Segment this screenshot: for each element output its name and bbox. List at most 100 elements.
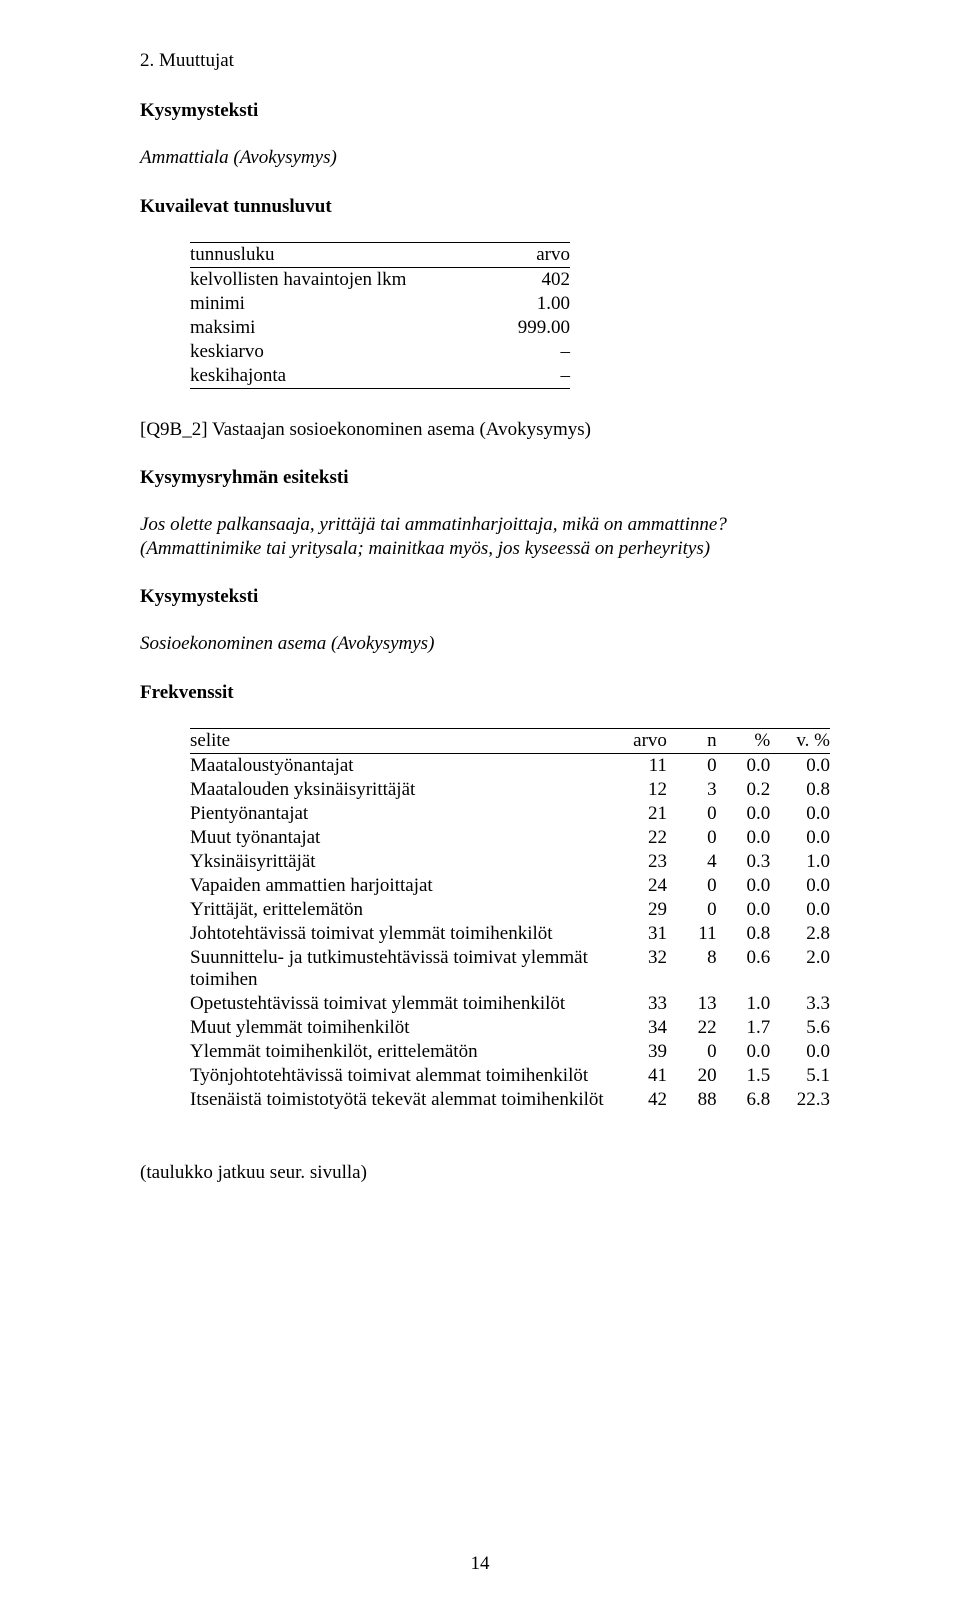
table-row: Yrittäjät, erittelemätön 29 0 0.0 0.0	[190, 898, 830, 922]
table-row: Maataloustyönantajat 11 0 0.0 0.0	[190, 754, 830, 779]
freq-vpct: 0.8	[770, 778, 830, 802]
freq-selite: Maataloustyönantajat	[190, 754, 623, 779]
freq-arvo: 33	[623, 992, 667, 1016]
freq-arvo: 41	[623, 1064, 667, 1088]
freq-n: 4	[667, 850, 717, 874]
freq-n: 0	[667, 898, 717, 922]
freq-pct: 0.0	[717, 898, 771, 922]
freq-arvo: 32	[623, 946, 667, 992]
freq-arvo: 23	[623, 850, 667, 874]
freq-n: 0	[667, 826, 717, 850]
freq-pct: 0.2	[717, 778, 771, 802]
tunnus-row-value: 402	[490, 267, 570, 292]
freq-vpct: 0.0	[770, 898, 830, 922]
table-row: Suunnittelu- ja tutkimustehtävissä toimi…	[190, 946, 830, 992]
tunnus-row-value: –	[490, 340, 570, 364]
tunnus-row-value: 999.00	[490, 316, 570, 340]
freq-pct: 1.0	[717, 992, 771, 1016]
freq-vpct: 5.6	[770, 1016, 830, 1040]
tunnus-row-label: keskiarvo	[190, 340, 490, 364]
tunnus-row-label: maksimi	[190, 316, 490, 340]
freq-vpct: 2.8	[770, 922, 830, 946]
table-row: Itsenäistä toimistotyötä tekevät alemmat…	[190, 1088, 830, 1112]
freq-arvo: 11	[623, 754, 667, 779]
freq-arvo: 42	[623, 1088, 667, 1112]
freq-vpct: 0.0	[770, 802, 830, 826]
freq-selite: Yksinäisyrittäjät	[190, 850, 623, 874]
tunnus-row-value: 1.00	[490, 292, 570, 316]
freq-n: 20	[667, 1064, 717, 1088]
freq-pct: 0.3	[717, 850, 771, 874]
freq-arvo: 34	[623, 1016, 667, 1040]
freq-selite: Itsenäistä toimistotyötä tekevät alemmat…	[190, 1088, 623, 1112]
tunnusluvut-table: tunnusluku arvo kelvollisten havaintojen…	[190, 242, 570, 389]
freq-vpct: 1.0	[770, 850, 830, 874]
freq-n: 8	[667, 946, 717, 992]
heading-kysymysryhma: Kysymysryhmän esiteksti	[140, 467, 850, 489]
freq-pct: 0.8	[717, 922, 771, 946]
kysymysteksti-2: Sosioekonominen asema (Avokysymys)	[140, 632, 850, 656]
freq-selite: Muut työnantajat	[190, 826, 623, 850]
freq-col-n: n	[667, 729, 717, 754]
question-heading: [Q9B_2] Vastaajan sosioekonominen asema …	[140, 419, 850, 441]
freq-pct: 1.5	[717, 1064, 771, 1088]
freq-arvo: 29	[623, 898, 667, 922]
subtitle-ammattiala: Ammattiala (Avokysymys)	[140, 146, 850, 170]
freq-arvo: 22	[623, 826, 667, 850]
frekvenssit-table: selite arvo n % v. % Maataloustyönantaja…	[190, 728, 830, 1112]
freq-n: 88	[667, 1088, 717, 1112]
freq-vpct: 22.3	[770, 1088, 830, 1112]
table-row: Maatalouden yksinäisyrittäjät 12 3 0.2 0…	[190, 778, 830, 802]
freq-pct: 1.7	[717, 1016, 771, 1040]
tunnus-col-arvo: arvo	[490, 242, 570, 267]
freq-pct: 0.6	[717, 946, 771, 992]
freq-n: 0	[667, 802, 717, 826]
freq-n: 13	[667, 992, 717, 1016]
page: 2. Muuttujat Kysymysteksti Ammattiala (A…	[0, 0, 960, 1601]
freq-pct: 0.0	[717, 754, 771, 779]
table-row: Opetustehtävissä toimivat ylemmät toimih…	[190, 992, 830, 1016]
freq-selite: Yrittäjät, erittelemätön	[190, 898, 623, 922]
freq-vpct: 0.0	[770, 874, 830, 898]
freq-n: 22	[667, 1016, 717, 1040]
freq-pct: 0.0	[717, 874, 771, 898]
esiteksti: Jos olette palkansaaja, yrittäjä tai amm…	[140, 513, 850, 561]
freq-col-vpct: v. %	[770, 729, 830, 754]
tunnus-col-label: tunnusluku	[190, 242, 490, 267]
freq-selite: Pientyönantajat	[190, 802, 623, 826]
freq-arvo: 39	[623, 1040, 667, 1064]
freq-vpct: 2.0	[770, 946, 830, 992]
table-row: Yksinäisyrittäjät 23 4 0.3 1.0	[190, 850, 830, 874]
heading-frekvenssit: Frekvenssit	[140, 682, 850, 704]
freq-vpct: 5.1	[770, 1064, 830, 1088]
tunnus-row-label: keskihajonta	[190, 364, 490, 389]
tunnus-row-label: kelvollisten havaintojen lkm	[190, 267, 490, 292]
tunnus-row-label: minimi	[190, 292, 490, 316]
freq-arvo: 24	[623, 874, 667, 898]
freq-vpct: 3.3	[770, 992, 830, 1016]
freq-selite: Työnjohtotehtävissä toimivat alemmat toi…	[190, 1064, 623, 1088]
freq-selite: Opetustehtävissä toimivat ylemmät toimih…	[190, 992, 623, 1016]
freq-pct: 0.0	[717, 1040, 771, 1064]
table-row: Muut työnantajat 22 0 0.0 0.0	[190, 826, 830, 850]
heading-kuvailevat: Kuvailevat tunnusluvut	[140, 196, 850, 218]
heading-kysymysteksti-2: Kysymysteksti	[140, 586, 850, 608]
freq-vpct: 0.0	[770, 1040, 830, 1064]
freq-body: Maataloustyönantajat 11 0 0.0 0.0 Maatal…	[190, 754, 830, 1113]
freq-n: 3	[667, 778, 717, 802]
freq-n: 11	[667, 922, 717, 946]
freq-vpct: 0.0	[770, 754, 830, 779]
table-row: Ylemmät toimihenkilöt, erittelemätön 39 …	[190, 1040, 830, 1064]
freq-selite: Suunnittelu- ja tutkimustehtävissä toimi…	[190, 946, 623, 992]
freq-col-pct: %	[717, 729, 771, 754]
freq-n: 0	[667, 874, 717, 898]
table-row: Työnjohtotehtävissä toimivat alemmat toi…	[190, 1064, 830, 1088]
table-row: Muut ylemmät toimihenkilöt 34 22 1.7 5.6	[190, 1016, 830, 1040]
freq-pct: 6.8	[717, 1088, 771, 1112]
freq-selite: Ylemmät toimihenkilöt, erittelemätön	[190, 1040, 623, 1064]
freq-col-arvo: arvo	[623, 729, 667, 754]
page-number: 14	[0, 1553, 960, 1575]
freq-arvo: 31	[623, 922, 667, 946]
freq-selite: Johtotehtävissä toimivat ylemmät toimihe…	[190, 922, 623, 946]
freq-vpct: 0.0	[770, 826, 830, 850]
